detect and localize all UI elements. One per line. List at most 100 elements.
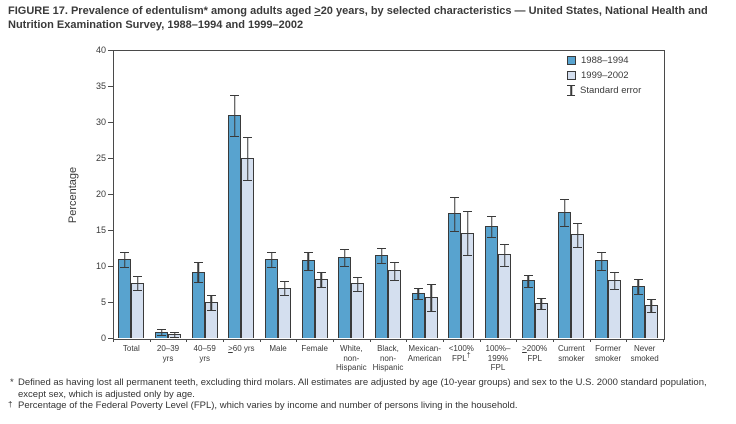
error-bar <box>316 271 326 289</box>
error-bar <box>157 329 166 336</box>
legend-label: Standard error <box>580 85 642 96</box>
error-bar <box>536 297 546 310</box>
bar-series1 <box>375 255 388 338</box>
error-bar <box>463 211 473 257</box>
x-tick-mark <box>479 339 481 342</box>
x-tick-mark <box>186 339 188 342</box>
footnote-asterisk: * Defined as having lost all permanent t… <box>8 377 732 400</box>
y-axis-title: Percentage <box>67 166 79 224</box>
error-bar <box>340 249 350 268</box>
error-bar <box>426 284 436 312</box>
error-bar <box>230 94 240 137</box>
bar-series1 <box>265 258 278 338</box>
x-category-label: 40–59 yrs <box>193 344 216 363</box>
y-tick-label: 30 <box>95 116 106 127</box>
error-bar <box>487 215 496 238</box>
y-tick-mark <box>108 85 113 87</box>
y-tick-mark <box>108 229 113 231</box>
figure-title: FIGURE 17. Prevalence of edentulism* amo… <box>8 5 708 31</box>
y-tick-label: 15 <box>95 224 106 235</box>
series1-swatch <box>567 56 576 65</box>
error-bar <box>560 199 570 227</box>
legend-label: 1988–1994 <box>581 55 629 66</box>
bar-series1 <box>595 260 608 338</box>
error-bar <box>303 251 313 271</box>
y-tick-mark <box>108 157 113 159</box>
bar-series1 <box>301 260 315 338</box>
error-bar <box>450 196 460 232</box>
footnote-text: Percentage of the Federal Poverty Level … <box>18 400 518 411</box>
error-bar <box>280 281 289 297</box>
y-tick-mark <box>108 121 113 123</box>
bar-series1 <box>485 225 498 338</box>
y-tick-label: 10 <box>95 260 106 271</box>
error-bar <box>120 251 130 268</box>
footnote-marker: † <box>8 400 13 409</box>
error-bar <box>243 137 253 181</box>
x-tick-mark <box>296 339 298 342</box>
y-tick-label: 20 <box>95 188 106 199</box>
bar-series2 <box>571 234 585 338</box>
footnote-marker: * <box>10 377 14 388</box>
series2-swatch <box>567 71 576 80</box>
bar-series1 <box>118 258 132 338</box>
y-tick-mark <box>108 337 113 339</box>
x-category-label: 100%– 199% FPL <box>485 344 511 372</box>
y-tick-mark <box>108 49 113 51</box>
y-tick-mark <box>108 265 113 267</box>
y-tick-label: 0 <box>100 332 106 343</box>
error-bar <box>597 251 606 271</box>
x-category-label: >60 yrs <box>228 344 255 353</box>
bar-series1 <box>228 114 242 338</box>
footnote-dagger: † Percentage of the Federal Poverty Leve… <box>8 400 732 412</box>
x-tick-mark <box>553 339 554 342</box>
x-tick-mark <box>406 339 408 342</box>
error-bar <box>633 278 643 296</box>
x-tick-mark <box>223 339 224 342</box>
y-tick-label: 25 <box>95 152 106 163</box>
x-category-label: Female <box>301 344 328 353</box>
error-bar <box>500 243 509 268</box>
error-bar <box>523 274 533 289</box>
x-category-label: Male <box>269 344 287 353</box>
bar-series1 <box>338 257 352 338</box>
error-bar <box>170 331 179 338</box>
y-tick-mark <box>108 193 113 195</box>
error-bar <box>390 261 399 281</box>
legend-item-1988-1994: 1988–1994 <box>567 55 641 66</box>
footnote-text: Defined as having lost all permanent tee… <box>18 377 707 400</box>
x-category-label: Current smoker <box>557 344 585 363</box>
error-bar <box>353 276 363 292</box>
y-tick-mark <box>108 301 113 303</box>
footnotes: * Defined as having lost all permanent t… <box>8 377 732 412</box>
y-tick-label: 5 <box>100 296 106 307</box>
legend: 1988–1994 1999–2002 Standard error <box>567 55 641 96</box>
bar-series1 <box>448 213 462 338</box>
x-tick-mark <box>516 339 518 342</box>
error-bar <box>573 222 583 248</box>
x-tick-mark <box>259 339 261 342</box>
x-category-label: Never smoked <box>630 344 659 363</box>
x-tick-mark <box>663 339 664 342</box>
x-category-label: Former smoker <box>594 344 622 363</box>
x-tick-mark <box>589 339 591 342</box>
legend-item-1999-2002: 1999–2002 <box>567 70 641 81</box>
error-bar <box>267 251 276 268</box>
error-bar <box>377 248 386 265</box>
x-category-label: Total <box>122 344 140 353</box>
error-bar <box>193 262 203 284</box>
x-tick-mark <box>149 339 151 342</box>
legend-label: 1999–2002 <box>581 70 629 81</box>
bar-series1 <box>521 280 535 338</box>
y-tick-label: 40 <box>95 44 106 55</box>
x-tick-mark <box>369 339 371 342</box>
error-bar-icon <box>567 85 575 96</box>
bar-series2 <box>241 158 255 338</box>
x-category-label: >200% FPL <box>522 344 548 363</box>
legend-item-standard-error: Standard error <box>567 85 641 96</box>
x-tick-mark <box>333 339 334 342</box>
error-bar <box>206 294 216 312</box>
x-category-label: White, non- Hispanic <box>335 344 367 372</box>
error-bar <box>133 276 143 292</box>
